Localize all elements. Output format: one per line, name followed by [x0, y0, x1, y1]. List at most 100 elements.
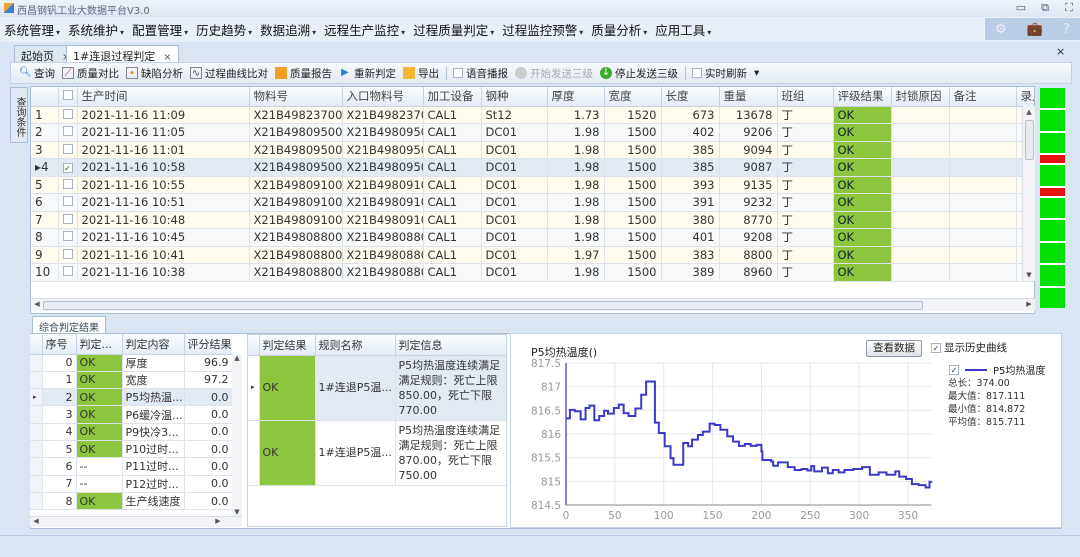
status-segment-ok[interactable] [1040, 88, 1065, 109]
scroll-up-icon[interactable]: ▲ [1026, 108, 1032, 116]
voice-broadcast-checkbox[interactable]: 语音播报 [453, 66, 508, 81]
close-all-tabs-button[interactable]: × [1056, 45, 1066, 58]
realtime-refresh-checkbox[interactable]: 实时刷新 [692, 66, 747, 81]
column-header[interactable]: 判定结果 [259, 335, 316, 356]
column-header[interactable]: 备注 [949, 87, 1017, 107]
status-segment-ok[interactable] [1040, 287, 1065, 308]
column-header[interactable]: 录入 [1016, 87, 1034, 107]
menu-system-management[interactable]: 系统管理 [4, 20, 60, 39]
grid-vertical-scrollbar[interactable]: ▲ ▼ [1022, 106, 1035, 281]
toolbar-overflow-button[interactable]: ▾ [754, 67, 759, 79]
column-header[interactable]: 序号 [42, 334, 77, 355]
export-button[interactable]: 导出 [403, 66, 439, 81]
menu-history-trend[interactable]: 历史趋势 [196, 20, 252, 39]
table-row[interactable]: 8 2021-11-16 10:45X21B49808800...X21B4980… [31, 228, 1034, 247]
status-segment-ng[interactable] [1040, 155, 1065, 164]
table-row[interactable]: 10 2021-11-16 10:38X21B49808800...X21B498… [31, 263, 1034, 282]
query-button[interactable]: 🔍︎ 查询 [19, 66, 55, 81]
column-header[interactable]: 判定... [76, 334, 123, 355]
scroll-thumb[interactable] [1025, 120, 1034, 160]
column-header[interactable]: 封锁原因 [891, 87, 950, 107]
column-header[interactable]: 判定内容 [122, 334, 185, 355]
row-checkbox[interactable] [58, 211, 78, 229]
menu-process-alert[interactable]: 过程监控预警 [502, 20, 583, 39]
help-icon[interactable]: ? [1063, 21, 1070, 37]
scroll-down-icon[interactable]: ▼ [234, 508, 240, 516]
menu-process-quality[interactable]: 过程质量判定 [413, 20, 494, 39]
table-row[interactable]: 6 -- P11过时... 0.0 [30, 457, 232, 476]
minimize-button[interactable]: ▭ [1015, 1, 1027, 14]
row-checkbox[interactable] [58, 141, 78, 159]
menu-quality-analysis[interactable]: 质量分析 [591, 20, 647, 39]
table-row[interactable]: 5 OK P10过时... 0.0 [30, 440, 232, 459]
menu-tools[interactable]: 应用工具 [655, 20, 711, 39]
table-row[interactable]: 0 OK 厚度 96.9 [30, 354, 232, 372]
table-row[interactable]: 6 2021-11-16 10:51X21B49809100...X21B4980… [31, 193, 1034, 212]
legend-checkbox[interactable]: ✓ [949, 364, 959, 375]
column-header[interactable]: 加工设备 [423, 87, 482, 107]
close-icon[interactable]: × [163, 52, 172, 63]
toolbox-icon[interactable]: 💼 [1026, 21, 1043, 37]
row-checkbox[interactable] [58, 246, 78, 264]
table-row[interactable]: 7 -- P12过时... 0.0 [30, 475, 232, 493]
menu-data-trace[interactable]: 数据追溯 [260, 20, 316, 39]
row-checkbox[interactable] [58, 123, 78, 142]
scroll-left-icon[interactable]: ◀ [34, 300, 40, 308]
judge-grid-vertical-scrollbar[interactable]: ▲ ▼ [232, 354, 242, 516]
scroll-up-icon[interactable]: ▲ [234, 354, 240, 362]
menu-system-maintenance[interactable]: 系统维护 [68, 20, 124, 39]
rejudge-button[interactable]: ▶ 重新判定 [339, 66, 396, 81]
status-segment-ok[interactable] [1040, 110, 1065, 131]
table-row[interactable]: 5 2021-11-16 10:55X21B49809100...X21B4980… [31, 176, 1034, 194]
scroll-right-icon[interactable]: ▶ [1026, 300, 1032, 308]
gear-icon[interactable]: ⚙ [995, 21, 1007, 37]
scroll-right-icon[interactable]: ▶ [215, 517, 221, 525]
column-header[interactable]: 长度 [661, 87, 720, 107]
row-checkbox[interactable] [58, 228, 78, 247]
table-row[interactable]: 8 OK 生产线速度 0.0 [30, 492, 232, 511]
status-segment-ok[interactable] [1040, 132, 1065, 154]
row-checkbox[interactable] [58, 176, 78, 194]
row-checkbox[interactable] [58, 263, 78, 282]
table-row[interactable]: 4 OK P9快冷3... 0.0 [30, 423, 232, 441]
quality-report-button[interactable]: 质量报告 [275, 66, 332, 81]
table-row[interactable]: 3 2021-11-16 11:01X21B49809500...X21B4980… [31, 141, 1034, 159]
status-segment-ng[interactable] [1040, 187, 1065, 196]
table-row[interactable]: 1 2021-11-16 11:09X21B49823700...X21B4982… [31, 106, 1034, 124]
menu-remote-monitor[interactable]: 远程生产监控 [324, 20, 405, 39]
tab-overall-judgement[interactable]: 综合判定结果 [32, 316, 106, 334]
table-row[interactable]: 7 2021-11-16 10:48X21B49809100...X21B4980… [31, 211, 1034, 229]
table-row[interactable]: ▸4✓2021-11-16 10:58X21B49809500...X21B49… [31, 158, 1034, 177]
column-header[interactable]: 物料号 [249, 87, 343, 107]
table-row[interactable]: ▸ OK 1#连退P5温... P5均热温度连续满足满足规则：死亡上限850.00，死… [248, 355, 506, 421]
judge-grid-horizontal-scrollbar[interactable]: ◀ ▶ [30, 516, 242, 527]
stop-send-button[interactable]: ↓ 停止发送三级 [600, 66, 678, 81]
column-header[interactable]: 厚度 [547, 87, 605, 107]
table-row[interactable]: 2 2021-11-16 11:05X21B49809500...X21B4980… [31, 123, 1034, 142]
column-header[interactable]: 班组 [777, 87, 834, 107]
scroll-thumb[interactable] [43, 301, 923, 310]
column-header[interactable]: 评级结果 [833, 87, 892, 107]
compare-button[interactable]: ⟋ 质量对比 [62, 66, 119, 81]
row-checkbox[interactable]: ✓ [58, 158, 78, 177]
grid-horizontal-scrollbar[interactable]: ◀ ▶ [31, 298, 1035, 311]
status-segment-ok[interactable] [1040, 165, 1065, 186]
table-row[interactable]: OK 1#连退P5温... P5均热温度连续满足满足规则：死亡上限870.00，死亡… [248, 420, 506, 486]
show-history-checkbox[interactable]: ✓ 显示历史曲线 [931, 340, 1007, 355]
start-send-button[interactable]: 开始发送三级 [515, 66, 593, 81]
tab-process-judge[interactable]: 1#连退过程判定 × [66, 45, 179, 63]
status-segment-ok[interactable] [1040, 242, 1065, 264]
status-segment-ok[interactable] [1040, 197, 1065, 219]
column-header[interactable]: 宽度 [604, 87, 662, 107]
status-segment-ok[interactable] [1040, 265, 1065, 286]
column-header[interactable]: 入口物料号 [342, 87, 424, 107]
column-header[interactable]: 重量 [719, 87, 778, 107]
curve-compare-button[interactable]: ∿ 过程曲线比对 [190, 66, 268, 81]
column-header[interactable]: 判定信息 [395, 335, 506, 356]
side-tab-query-conditions[interactable]: 查询条件 [10, 87, 28, 143]
menu-config-management[interactable]: 配置管理 [132, 20, 188, 39]
row-checkbox[interactable] [58, 106, 78, 124]
column-header[interactable]: 规则名称 [315, 335, 396, 356]
column-header[interactable]: 评分结果 [184, 334, 232, 355]
scroll-down-icon[interactable]: ▼ [1026, 271, 1032, 279]
